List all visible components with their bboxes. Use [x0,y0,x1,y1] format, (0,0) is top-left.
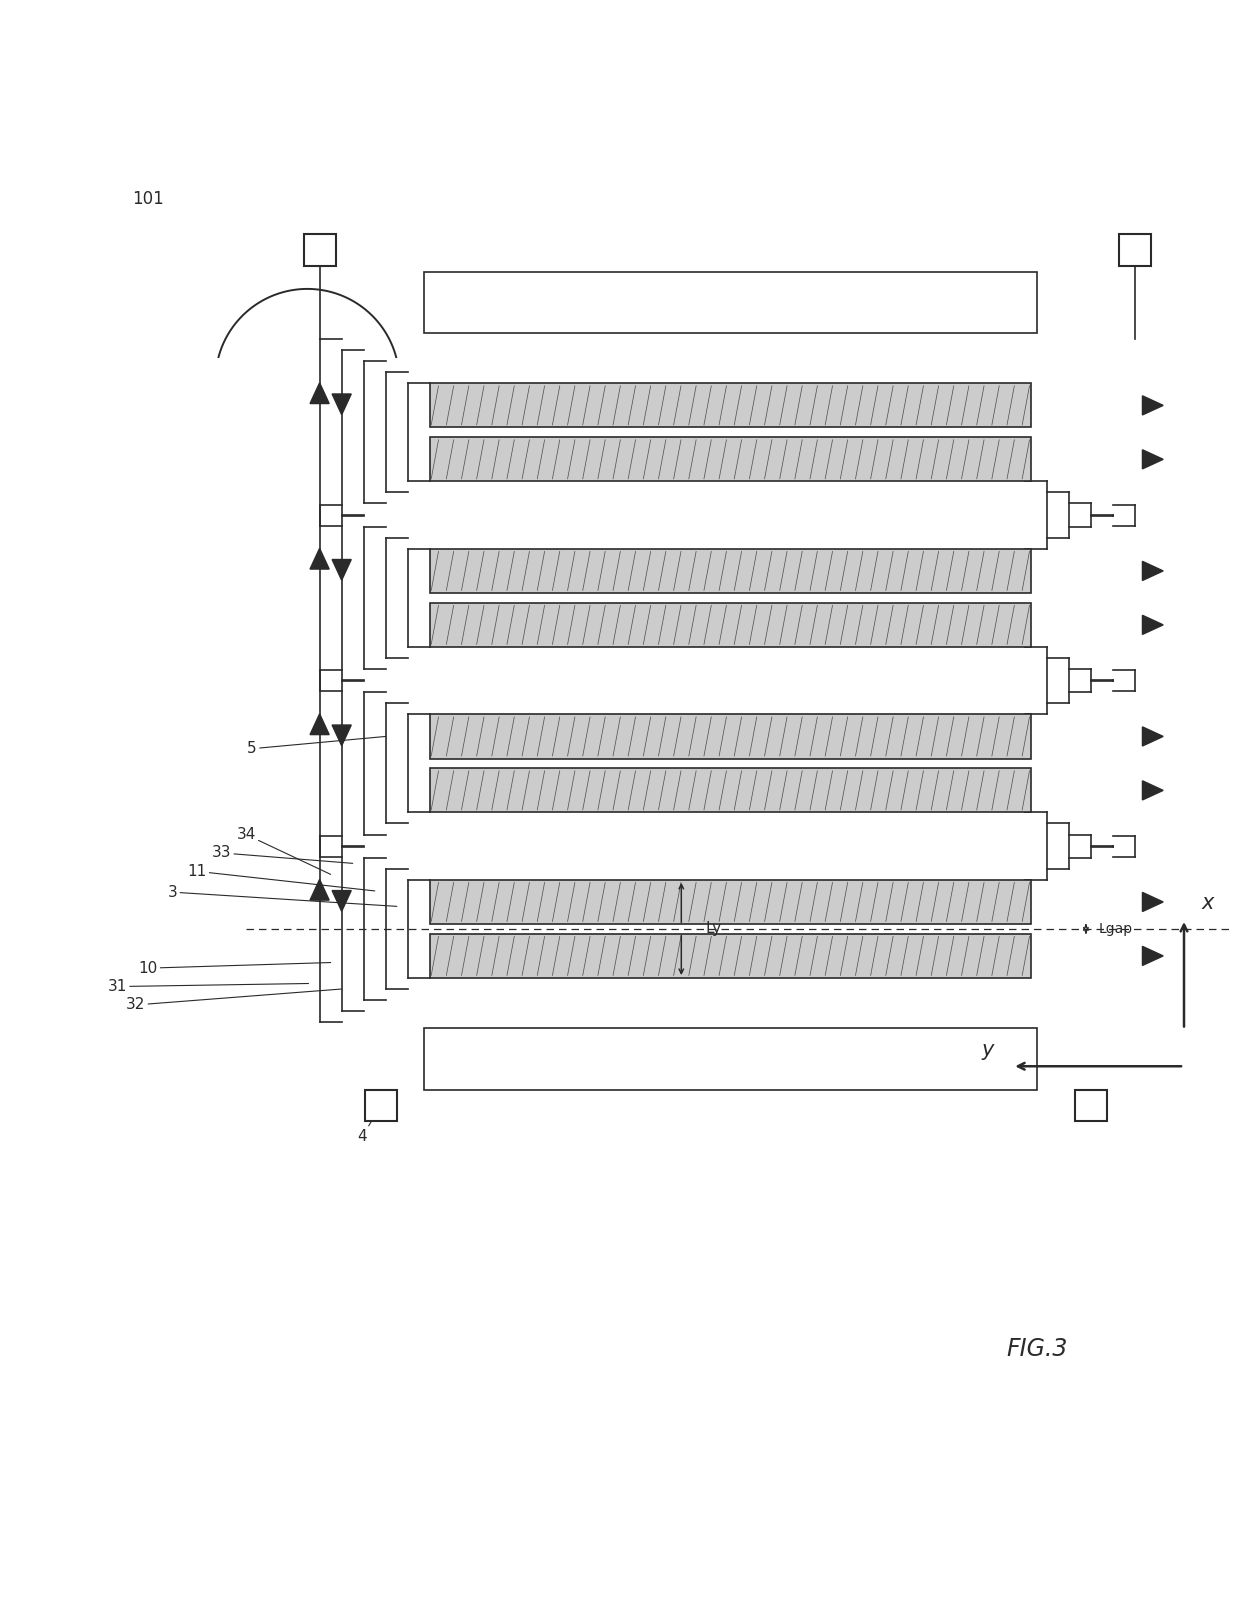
Bar [430,768,1030,813]
Polygon shape [310,714,329,734]
Text: 10: 10 [139,961,331,975]
Bar [1075,1090,1107,1121]
Polygon shape [332,726,351,745]
Bar [430,880,1030,923]
Bar [430,933,1030,978]
Text: x: x [1202,893,1214,914]
Bar [304,233,336,266]
Bar [430,549,1030,593]
Polygon shape [310,548,329,569]
Bar [424,1029,1037,1090]
Text: 34: 34 [237,828,331,875]
Text: 31: 31 [108,978,309,995]
Polygon shape [1142,781,1163,800]
Text: Lgap: Lgap [1099,922,1132,936]
Text: y: y [982,1040,994,1059]
Bar [430,603,1030,646]
Bar [430,437,1030,481]
Text: FIG.3: FIG.3 [1006,1338,1068,1361]
Polygon shape [310,880,329,901]
Bar [430,714,1030,758]
Polygon shape [332,891,351,912]
Text: 5: 5 [247,737,386,757]
Text: Ly: Ly [706,922,722,936]
Polygon shape [1142,450,1163,468]
Polygon shape [310,382,329,403]
Bar [424,272,1037,334]
Text: 3: 3 [167,885,397,906]
Polygon shape [1142,395,1163,415]
Polygon shape [1142,562,1163,580]
Bar [1118,233,1151,266]
Polygon shape [1142,946,1163,966]
Text: 11: 11 [187,863,374,891]
Text: 4: 4 [357,1105,381,1144]
Polygon shape [1142,893,1163,912]
Polygon shape [332,559,351,580]
Bar [365,1090,397,1121]
Text: 33: 33 [212,846,352,863]
Bar [430,384,1030,428]
Polygon shape [1142,616,1163,635]
Text: 101: 101 [133,190,164,209]
Polygon shape [1142,727,1163,745]
Text: 32: 32 [126,990,342,1012]
Polygon shape [332,394,351,415]
